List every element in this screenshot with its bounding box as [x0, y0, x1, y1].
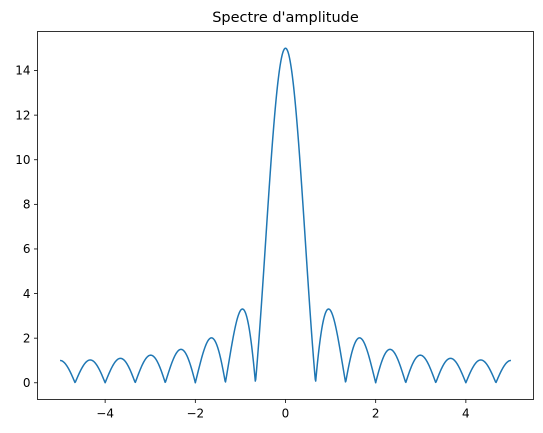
y-axis: 0 2 4 6 8 10 12 14 — [15, 64, 38, 390]
y-tick-label: 0 — [23, 376, 31, 390]
x-tick-label: −4 — [96, 407, 114, 421]
x-tick-label: 4 — [462, 407, 470, 421]
series-line-amplitude — [59, 47, 512, 384]
y-tick-label: 2 — [23, 331, 31, 345]
y-tick-label: 4 — [23, 287, 31, 301]
axes-frame — [37, 31, 534, 400]
plot-area — [59, 47, 512, 384]
x-tick-label: −2 — [186, 407, 204, 421]
x-tick-label: 0 — [282, 407, 290, 421]
y-tick-label: 10 — [15, 153, 30, 167]
y-tick-label: 6 — [23, 242, 31, 256]
x-axis: −4 −2 0 2 4 — [96, 399, 470, 421]
y-tick-label: 8 — [23, 198, 31, 212]
y-tick-label: 12 — [15, 108, 30, 122]
y-tick-label: 14 — [15, 64, 30, 78]
x-tick-label: 2 — [372, 407, 380, 421]
chart-title: Spectre d'amplitude — [212, 10, 359, 26]
